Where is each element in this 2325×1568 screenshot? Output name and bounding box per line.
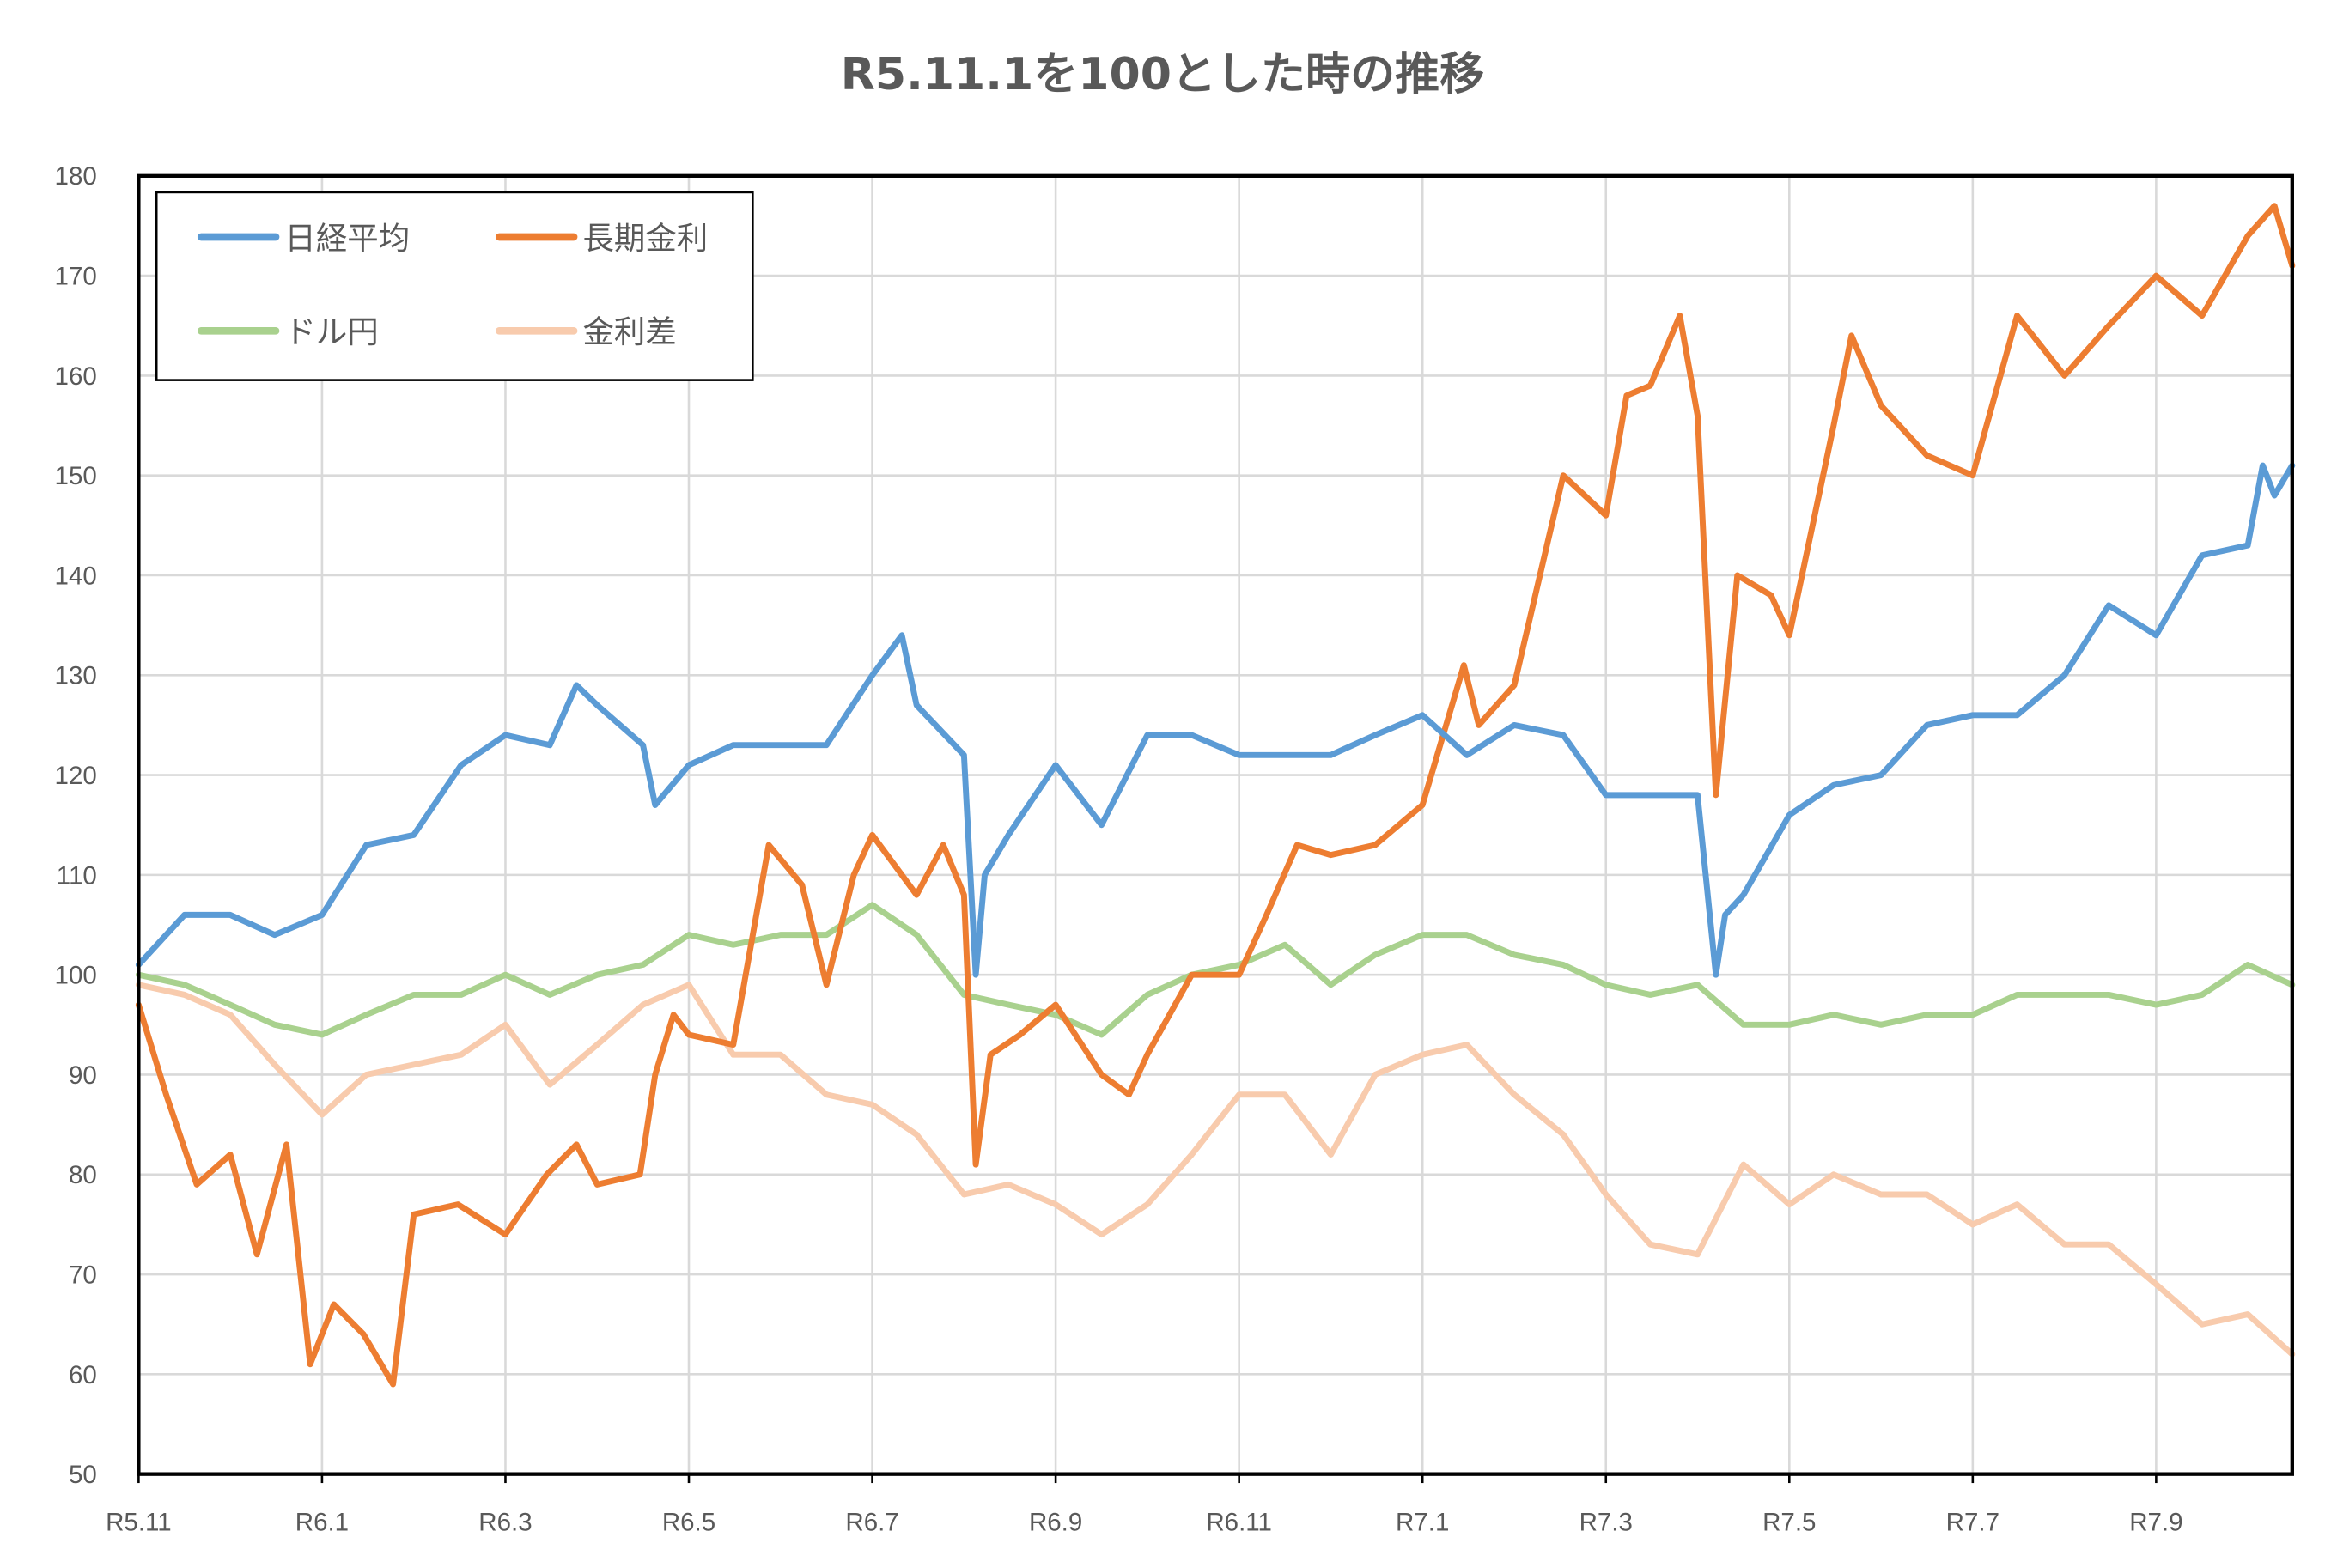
chart-title: R5.11.1を100とした時の推移 [841,49,1484,100]
series-line-2 [135,203,2296,1388]
x-tick-label: R7.9 [2129,1509,2182,1537]
x-axis-ticks: R5.11 R6.1 R6.3 R6.5 R6.7 R6.9 R6.11 R7.1 R7.3 R7… [106,1474,2183,1537]
y-tick-label: 130 [55,662,97,690]
legend-label: ドル円 [284,313,378,350]
x-tick-label: R7.1 [1396,1509,1449,1537]
y-tick-label: 70 [69,1261,97,1289]
legend-label: 日経平均 [284,220,410,257]
series-lines [135,203,2296,1388]
x-tick-label: R7.7 [1946,1509,1999,1537]
y-tick-label: 80 [69,1161,97,1189]
x-tick-label: R6.9 [1029,1509,1082,1537]
y-tick-label: 150 [55,462,97,490]
y-tick-label: 160 [55,362,97,391]
y-tick-label: 140 [55,562,97,590]
x-tick-label: R6.3 [478,1509,532,1537]
y-tick-label: 180 [55,162,97,191]
plot-border [137,173,2294,1476]
x-tick-label: R6.7 [845,1509,898,1537]
x-tick-label: R6.11 [1206,1509,1272,1537]
y-tick-label: 120 [55,762,97,790]
y-tick-label: 60 [69,1361,97,1389]
x-tick-label: R7.5 [1762,1509,1816,1537]
series-line-4 [135,982,2296,1358]
y-axis-ticks: 50 60 70 80 90 100 110 120 130 140 150 160 170 180 [55,162,97,1489]
y-tick-label: 110 [57,861,97,890]
x-tick-label: R7.3 [1579,1509,1633,1537]
x-tick-label: R6.5 [662,1509,715,1537]
legend-label: 金利差 [582,313,676,350]
legend-label: 長期金利 [582,220,708,257]
x-tick-label: R6.1 [295,1509,349,1537]
y-tick-label: 170 [55,263,97,291]
x-tick-label: R5.11 [106,1509,172,1537]
y-tick-label: 50 [69,1461,97,1489]
y-tick-label: 90 [69,1061,97,1090]
y-tick-label: 100 [55,962,97,990]
series-line-1 [135,462,2296,978]
legend-box [155,191,754,381]
series-line-3 [135,902,2296,1038]
